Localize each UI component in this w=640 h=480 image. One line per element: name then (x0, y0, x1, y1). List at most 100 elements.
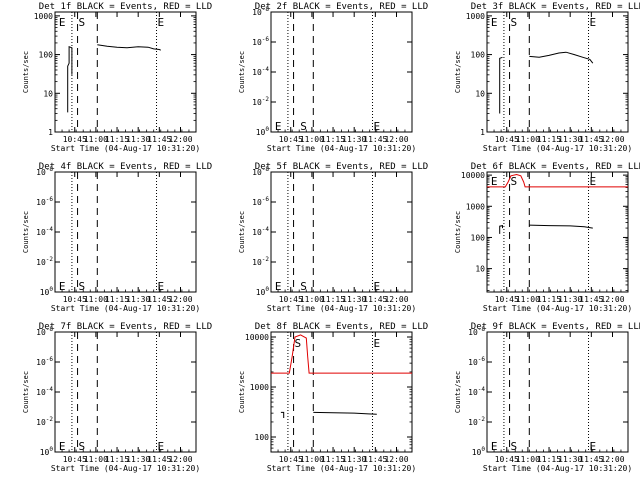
y-axis-label: Counts/sec (454, 211, 462, 253)
series-group (271, 334, 412, 418)
y-tick-label: 10 (475, 265, 485, 274)
y-tick-label: 10-8 (36, 326, 53, 337)
end-marker-label: E (491, 440, 498, 453)
x-tick-label: 11:30 (558, 135, 582, 144)
x-tick-label: 11:30 (342, 455, 366, 464)
x-tick-label: 11:00 (516, 135, 540, 144)
y-axis-label: Counts/sec (22, 211, 30, 253)
x-tick-label: 10:45 (63, 135, 87, 144)
y-tick-label: 100 (471, 233, 486, 242)
panel-title: Det 4f BLACK = Events, RED = LLD (39, 162, 212, 172)
x-tick-label: 11:45 (147, 455, 171, 464)
x-tick-label: 12:00 (384, 455, 408, 464)
x-tick-label: 10:45 (279, 135, 303, 144)
x-axis-label: Start Time (04-Aug-17 10:31:20) (483, 304, 632, 313)
x-tick-label: 11:15 (321, 135, 345, 144)
x-tick-label: 11:15 (321, 295, 345, 304)
x-tick-label: 11:45 (147, 295, 171, 304)
y-tick-label: 1000 (34, 12, 53, 21)
y-tick-label: 100 (472, 446, 486, 457)
y-tick-label: 100 (256, 126, 270, 137)
y-tick-label: 10-6 (252, 36, 269, 47)
x-tick-label: 10:45 (63, 295, 87, 304)
events-series-line (67, 45, 73, 113)
y-axis-label: Counts/sec (454, 51, 462, 93)
y-tick-label: 10-4 (36, 386, 53, 397)
end-marker-label: E (158, 280, 165, 293)
x-tick-label: 11:30 (558, 295, 582, 304)
x-tick-label: 11:45 (579, 295, 603, 304)
x-tick-label: 11:00 (84, 135, 108, 144)
x-tick-label: 10:45 (495, 135, 519, 144)
events-series-line (280, 411, 285, 418)
detector-panel-8: Det 8f BLACK = Events, RED = LLD 100 1000 1… (238, 322, 428, 473)
y-tick-label: 1 (48, 128, 53, 137)
y-tick-label: 10000 (461, 171, 485, 180)
y-axis-label: Counts/sec (238, 211, 246, 253)
y-tick-label: 10-2 (252, 256, 269, 267)
x-tick-label: 11:15 (105, 455, 129, 464)
x-tick-label: 11:45 (363, 135, 387, 144)
start-marker-label: S (79, 440, 86, 453)
events-series-line (97, 44, 162, 51)
series-group (499, 51, 594, 114)
end-marker-label: E (158, 16, 165, 29)
x-tick-label: 11:30 (126, 455, 150, 464)
panel-title: Det 5f BLACK = Events, RED = LLD (255, 162, 428, 172)
x-tick-label: 11:45 (147, 135, 171, 144)
end-marker-label: E (590, 16, 597, 29)
events-series-line (499, 56, 503, 114)
y-tick-label: 10-6 (468, 356, 485, 367)
y-tick-label: 100 (39, 51, 54, 60)
start-marker-label: S (79, 280, 86, 293)
x-tick-label: 12:00 (600, 455, 624, 464)
start-marker-label: S (300, 280, 307, 293)
x-tick-label: 12:00 (168, 135, 192, 144)
panel-title: Det 1f BLACK = Events, RED = LLD (39, 2, 212, 12)
y-tick-label: 1 (480, 128, 485, 137)
end-marker-label: E (275, 280, 282, 293)
plot-frame (54, 331, 197, 453)
x-axis-label: Start Time (04-Aug-17 10:31:20) (267, 464, 416, 473)
y-tick-label: 10-4 (252, 226, 269, 237)
detector-panel-1: Det 1f BLACK = Events, RED = LLD 1 10 100 10… (22, 2, 212, 153)
plot-frame (270, 171, 413, 293)
x-axis-label: Start Time (04-Aug-17 10:31:20) (483, 144, 632, 153)
x-tick-label: 11:15 (537, 295, 561, 304)
y-tick-label: 10-4 (252, 66, 269, 77)
x-tick-label: 10:45 (279, 295, 303, 304)
start-marker-label: S (511, 16, 518, 29)
x-axis-label: Start Time (04-Aug-17 10:31:20) (51, 304, 200, 313)
detector-panel-5: Det 5f BLACK = Events, RED = LLD 100 10-2 1… (238, 162, 428, 313)
plot-frame (54, 171, 197, 293)
plot-frame (486, 331, 629, 453)
y-tick-label: 10 (475, 89, 485, 98)
y-tick-label: 10 (43, 89, 53, 98)
x-tick-label: 11:15 (321, 455, 345, 464)
x-tick-label: 11:15 (537, 455, 561, 464)
panel-title: Det 3f BLACK = Events, RED = LLD (471, 2, 640, 12)
end-marker-label: E (374, 337, 381, 350)
start-marker-label: S (295, 337, 302, 350)
x-tick-label: 11:00 (84, 455, 108, 464)
x-tick-label: 12:00 (600, 295, 624, 304)
x-tick-label: 12:00 (168, 455, 192, 464)
plot-frame (270, 11, 413, 133)
detector-panel-9: Det 9f BLACK = Events, RED = LLD 100 10-2 1… (454, 322, 640, 473)
start-marker-label: S (511, 175, 518, 188)
y-tick-label: 100 (471, 51, 486, 60)
y-tick-label: 10-8 (252, 166, 269, 177)
start-marker-label: S (300, 120, 307, 133)
end-marker-label: E (491, 175, 498, 188)
x-tick-label: 11:00 (516, 295, 540, 304)
y-axis-label: Counts/sec (22, 371, 30, 413)
end-marker-label: E (59, 16, 66, 29)
y-tick-label: 10-8 (36, 166, 53, 177)
series-group (487, 173, 628, 234)
x-tick-label: 12:00 (600, 135, 624, 144)
x-tick-label: 11:00 (300, 135, 324, 144)
detector-panel-4: Det 4f BLACK = Events, RED = LLD 100 10-2 1… (22, 162, 212, 313)
x-tick-label: 11:30 (342, 295, 366, 304)
end-marker-label: E (158, 440, 165, 453)
detector-panel-6: Det 6f BLACK = Events, RED = LLD 10 100 100… (454, 162, 640, 313)
